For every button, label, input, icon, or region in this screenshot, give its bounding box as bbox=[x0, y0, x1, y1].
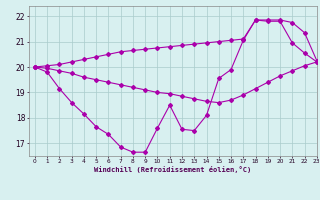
X-axis label: Windchill (Refroidissement éolien,°C): Windchill (Refroidissement éolien,°C) bbox=[94, 166, 252, 173]
